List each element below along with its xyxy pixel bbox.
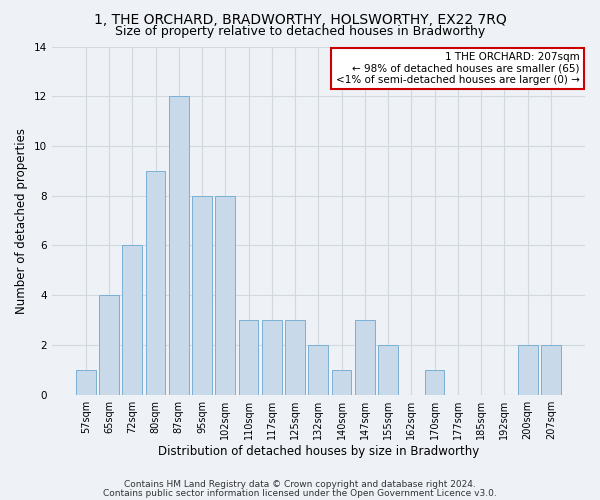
Bar (169, 96, 188, 394)
Text: 1, THE ORCHARD, BRADWORTHY, HOLSWORTHY, EX22 7RQ: 1, THE ORCHARD, BRADWORTHY, HOLSWORTHY, … (94, 12, 506, 26)
Text: Contains HM Land Registry data © Crown copyright and database right 2024.: Contains HM Land Registry data © Crown c… (124, 480, 476, 489)
Bar (308, 345, 328, 395)
Text: Size of property relative to detached houses in Bradworthy: Size of property relative to detached ho… (115, 25, 485, 38)
Text: Contains public sector information licensed under the Open Government Licence v3: Contains public sector information licen… (103, 488, 497, 498)
Bar (99, 295, 119, 394)
Bar (122, 246, 142, 394)
Bar (355, 320, 375, 394)
Bar (518, 345, 538, 395)
Bar (192, 196, 212, 394)
Bar (285, 320, 305, 394)
Bar (76, 370, 95, 394)
Text: 1 THE ORCHARD: 207sqm
← 98% of detached houses are smaller (65)
<1% of semi-deta: 1 THE ORCHARD: 207sqm ← 98% of detached … (335, 52, 580, 86)
Bar (215, 196, 235, 394)
Bar (425, 370, 445, 394)
X-axis label: Distribution of detached houses by size in Bradworthy: Distribution of detached houses by size … (158, 444, 479, 458)
Bar (146, 171, 166, 394)
Bar (239, 320, 259, 394)
Y-axis label: Number of detached properties: Number of detached properties (15, 128, 28, 314)
Bar (541, 345, 561, 395)
Bar (378, 345, 398, 395)
Bar (332, 370, 352, 394)
Bar (262, 320, 282, 394)
